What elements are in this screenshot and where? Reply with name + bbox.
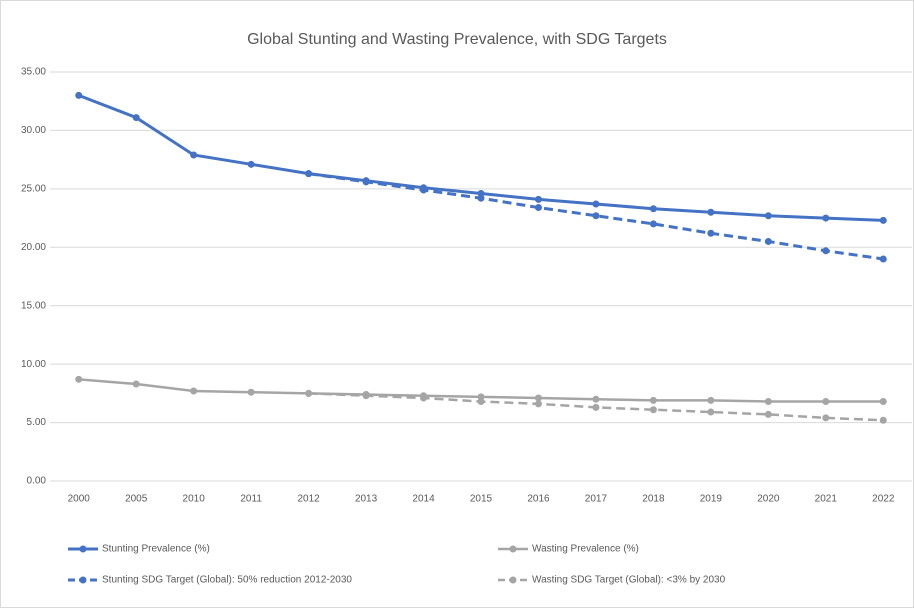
y-tick-label: 25.00 [21,183,46,194]
point-marker [707,396,715,404]
y-tick-label: 0.00 [27,476,47,487]
point-marker [247,160,255,168]
point-marker [477,398,485,406]
x-tick-label: 2010 [183,494,206,505]
point-marker [649,220,657,228]
legend-marker [509,545,517,553]
x-tick-label: 2020 [757,494,780,505]
point-marker [592,395,600,403]
chart-title: Global Stunting and Wasting Prevalence, … [247,31,667,48]
y-tick-label: 15.00 [21,300,46,311]
point-marker [477,194,485,202]
point-marker [879,255,887,263]
point-marker [247,388,255,396]
point-marker [879,398,887,406]
point-marker [649,406,657,414]
point-marker [305,170,313,178]
point-marker [707,208,715,216]
legend-marker [79,545,87,553]
point-marker [132,380,140,388]
point-marker [707,229,715,237]
legend-marker [509,576,517,584]
y-tick-label: 30.00 [21,125,46,136]
x-tick-label: 2016 [527,494,550,505]
point-marker [132,114,140,122]
legend-label: Stunting Prevalence (%) [102,544,210,555]
x-tick-label: 2018 [642,494,665,505]
legend-label: Stunting SDG Target (Global): 50% reduct… [102,575,352,586]
x-tick-label: 2000 [68,494,91,505]
point-marker [822,398,830,406]
point-marker [592,200,600,208]
legend-marker [79,576,87,584]
x-tick-label: 2019 [700,494,723,505]
point-marker [764,410,772,418]
point-marker [822,414,830,422]
point-marker [649,396,657,404]
point-marker [534,195,542,203]
point-marker [362,392,370,400]
point-marker [879,216,887,224]
point-marker [420,186,428,194]
point-marker [879,416,887,424]
point-marker [822,214,830,222]
point-marker [362,178,370,186]
point-marker [534,204,542,212]
point-marker [420,394,428,402]
x-tick-label: 2015 [470,494,493,505]
point-marker [75,91,83,99]
point-marker [534,394,542,402]
x-tick-label: 2012 [297,494,320,505]
y-tick-label: 35.00 [21,67,46,78]
series-line [308,172,884,261]
point-marker [764,212,772,220]
legend-label: Wasting SDG Target (Global): <3% by 2030 [532,575,726,586]
point-marker [592,212,600,220]
point-marker [75,375,83,383]
point-marker [534,400,542,408]
point-marker [822,247,830,255]
y-tick-label: 5.00 [27,417,47,428]
point-marker [305,389,313,397]
point-marker [190,387,198,395]
x-tick-label: 2005 [125,494,148,505]
point-marker [649,205,657,213]
y-tick-label: 20.00 [21,242,46,253]
x-tick-label: 2011 [240,494,262,505]
point-marker [764,237,772,245]
x-tick-label: 2013 [355,494,378,505]
x-tick-label: 2014 [412,494,435,505]
point-marker [764,398,772,406]
x-tick-label: 2021 [815,494,838,505]
point-marker [707,408,715,416]
point-marker [592,403,600,411]
y-tick-label: 10.00 [21,359,46,370]
x-tick-label: 2017 [585,494,608,505]
x-tick-label: 2022 [872,494,895,505]
point-marker [190,151,198,159]
legend-label: Wasting Prevalence (%) [532,544,639,555]
